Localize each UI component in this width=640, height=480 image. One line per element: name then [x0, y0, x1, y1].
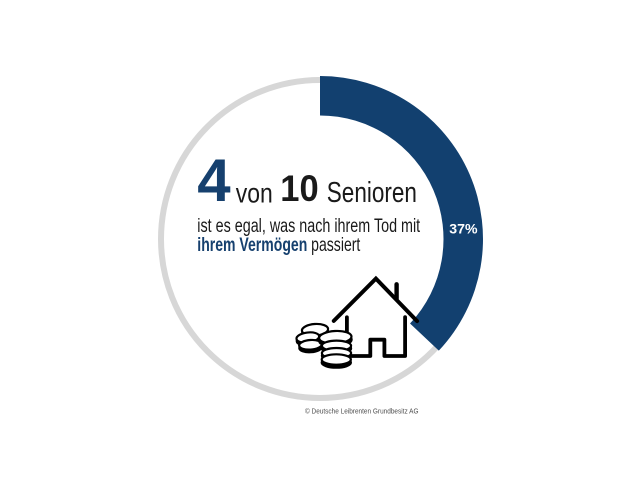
svg-text:ihrem Vermögen passiert: ihrem Vermögen passiert — [197, 233, 360, 256]
svg-text:4: 4 — [197, 147, 231, 214]
svg-text:37%: 37% — [449, 220, 478, 236]
svg-text:10: 10 — [280, 167, 318, 210]
svg-text:ist es egal, was nach ihrem To: ist es egal, was nach ihrem Tod mit — [197, 213, 420, 236]
svg-text:© Deutsche Leibrenten Grundbes: © Deutsche Leibrenten Grundbesitz AG — [305, 407, 418, 416]
svg-text:Senioren: Senioren — [327, 178, 417, 209]
svg-text:von: von — [236, 179, 273, 210]
